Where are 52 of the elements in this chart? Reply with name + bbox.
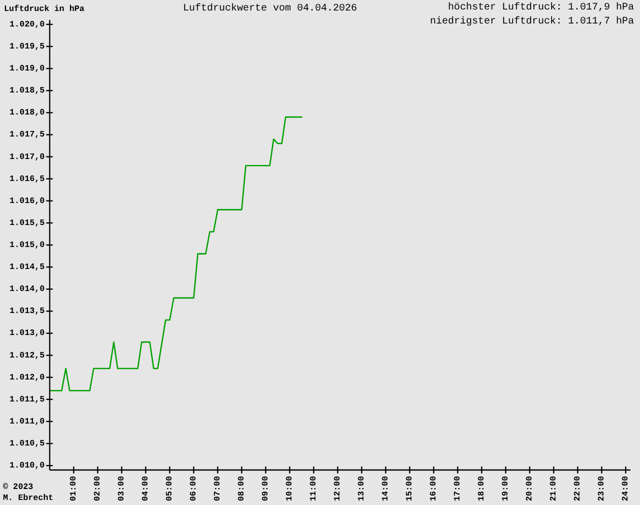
y-tick-label: 1.013,0: [10, 328, 45, 338]
text: © 2023: [3, 482, 34, 492]
chart-title: Luftdruckwerte vom 04.04.2026: [182, 2, 358, 14]
x-tick-label: 21:00: [548, 476, 559, 502]
x-tick-label: 18:00: [476, 476, 487, 502]
y-tick-label: 1.017,0: [10, 152, 45, 162]
x-tick-label: 22:00: [572, 476, 583, 502]
y-tick-label: 1.010,5: [10, 438, 45, 449]
x-tick-label: 13:00: [356, 476, 367, 502]
y-tick-label: 1.015,5: [10, 218, 45, 228]
x-tick-label: 14:00: [380, 476, 391, 502]
x-tick-label: 24:00: [620, 476, 631, 502]
text: M. Ebrecht: [3, 493, 54, 503]
x-tick-label: 16:00: [428, 476, 439, 502]
x-tick-label: 11:00: [308, 476, 319, 502]
y-tick-label: 1.013,5: [10, 306, 45, 316]
y-tick-label: 1.019,0: [10, 64, 45, 74]
x-tick-label: 04:00: [140, 476, 151, 502]
y-tick-label: 1.016,0: [10, 196, 45, 206]
y-tick-label: 1.011,5: [10, 394, 45, 404]
y-tick-label: 1.010,0: [10, 460, 45, 471]
x-tick-label: 05:00: [164, 476, 175, 502]
y-tick-label: 1.012,0: [10, 372, 45, 382]
x-tick-label: 10:00: [284, 476, 295, 502]
x-tick-label: 02:00: [92, 476, 103, 502]
line-series: [49, 116, 302, 392]
y-tick-label: 1.014,0: [10, 284, 45, 294]
y-tick-label: 1.011,0: [10, 416, 45, 426]
x-tick-label: 17:00: [452, 476, 463, 502]
y-tick-label: 1.016,5: [10, 174, 45, 184]
y-tick-label: 1.014,5: [10, 262, 45, 272]
y-tick-label: 1.012,5: [10, 350, 45, 360]
x-tick-label: 19:00: [500, 476, 511, 502]
x-tick-label: 06:00: [188, 476, 199, 502]
y-axis-title: Luftdruck in hPa: [4, 4, 84, 14]
x-tick-label: 08:00: [236, 476, 247, 502]
text: höchster Luftdruck: 1.017,9 hPa: [448, 2, 634, 14]
y-tick-label: 1.018,5: [10, 86, 45, 96]
x-tick-label: 15:00: [404, 476, 415, 502]
x-tick-label: 23:00: [596, 476, 607, 502]
x-tick-label: 01:00: [68, 476, 79, 502]
x-tick-label: 07:00: [212, 476, 223, 502]
annotation: niedrigster Luftdruck: 1.011,7 hPa: [430, 16, 634, 28]
x-tick-label: 03:00: [116, 476, 127, 502]
y-tick-label: 1.020,0: [10, 19, 45, 30]
x-tick-label: 12:00: [332, 476, 343, 502]
y-tick-label: 1.017,5: [10, 130, 45, 140]
x-tick-label: 20:00: [524, 476, 535, 502]
y-tick-label: 1.018,0: [10, 108, 45, 118]
x-tick-label: 09:00: [260, 476, 271, 502]
y-tick-label: 1.019,5: [10, 41, 45, 52]
y-tick-label: 1.015,0: [10, 240, 45, 250]
